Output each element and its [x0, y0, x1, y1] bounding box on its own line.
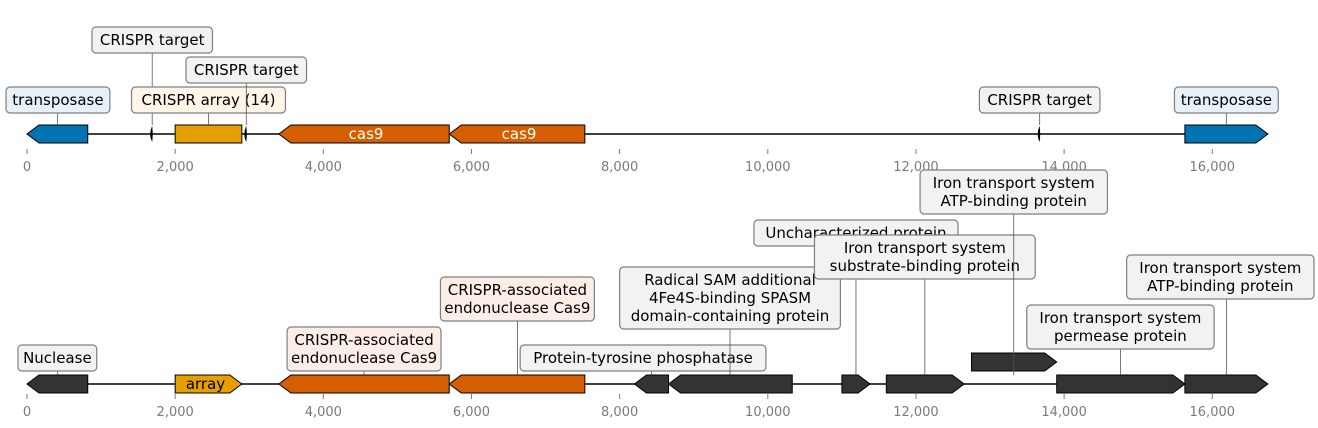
track-bottom: 0 2,000 4,000 6,000 8,000 10,000 12,000 14,000 1… — [17, 169, 1315, 420]
feature-label: CRISPR array (14) — [142, 91, 276, 109]
axis-tick-label: 4,000 — [305, 405, 342, 420]
feature-label: CRISPR target — [100, 31, 205, 49]
feature-label: domain-containing protein — [631, 307, 830, 325]
feature-label: Radical SAM additional — [644, 271, 816, 289]
label-box — [439, 276, 595, 322]
axis-tick-label: 0 — [23, 405, 31, 420]
feature-label: endonuclease Cas9 — [291, 349, 437, 367]
label-box — [619, 266, 841, 330]
feature-label: Iron transport system — [1139, 259, 1301, 277]
axis-tick-label: 10,000 — [745, 405, 791, 420]
feature-label: CRISPR-associated — [294, 331, 433, 349]
feature-label: substrate-binding protein — [830, 257, 1020, 275]
feature-label: ATP-binding protein — [941, 192, 1087, 210]
feature-arrow — [278, 124, 450, 144]
label-box — [17, 344, 98, 372]
feature-label: CRISPR target — [194, 61, 299, 79]
feature-label: permease protein — [1054, 327, 1187, 345]
feature-inner-label: cas9 — [349, 125, 384, 143]
axis-tick-label: 4,000 — [305, 160, 342, 175]
feature-label: CRISPR-associated — [448, 281, 587, 299]
feature-arrow — [26, 374, 89, 394]
feature-arrow — [174, 124, 243, 144]
label-box — [185, 56, 308, 84]
axis-tick-label: 10,000 — [745, 160, 791, 175]
target-marker — [244, 126, 247, 142]
label-box — [1026, 304, 1215, 350]
feature-arrow — [841, 374, 871, 394]
feature-arrow — [667, 374, 793, 394]
feature-label: Protein-tyrosine phosphatase — [533, 349, 753, 367]
feature-arrow — [633, 374, 670, 394]
axis-tick-label: 2,000 — [157, 405, 194, 420]
feature-label: transposase — [1181, 91, 1272, 109]
feature-arrow — [278, 374, 450, 394]
axis-tick-label: 0 — [23, 160, 31, 175]
axis-tick-label: 6,000 — [453, 160, 490, 175]
feature-arrow — [448, 374, 586, 394]
feature-label: Iron transport system — [844, 239, 1006, 257]
feature-label: transposase — [12, 91, 103, 109]
feature-arrow — [1184, 374, 1269, 394]
feature-label: Iron transport system — [933, 174, 1095, 192]
feature-arrow — [1184, 124, 1269, 144]
label-box — [978, 86, 1101, 114]
feature-label: CRISPR target — [987, 91, 1092, 109]
axis-tick-label: 16,000 — [1190, 160, 1236, 175]
target-marker — [150, 126, 153, 142]
label-box — [91, 26, 214, 54]
feature-label: Nuclease — [23, 349, 92, 367]
feature-inner-label: cas9 — [502, 125, 537, 143]
feature-arrow — [448, 124, 586, 144]
feature-arrow — [26, 124, 89, 144]
axis-tick-label: 8,000 — [601, 160, 638, 175]
feature-inner-label: array — [186, 375, 225, 393]
label-box — [919, 169, 1109, 215]
feature-label: ATP-binding protein — [1147, 277, 1293, 295]
feature-arrow — [174, 374, 243, 394]
feature-label: endonuclease Cas9 — [444, 299, 590, 317]
feature-label: Iron transport system — [1039, 309, 1201, 327]
axis-tick-label: 8,000 — [601, 405, 638, 420]
label-box — [519, 344, 767, 372]
label-box — [1173, 86, 1279, 114]
label-box — [813, 234, 1036, 280]
feature-label: 4Fe4S-binding SPASM — [649, 289, 811, 307]
feature-arrow — [885, 374, 965, 394]
label-box — [286, 326, 442, 372]
label-box — [130, 86, 287, 114]
target-marker — [1037, 126, 1041, 142]
track-top: 0 2,000 4,000 6,000 8,000 10,000 12,000 14,000 1… — [5, 26, 1279, 175]
axis-tick-label: 2,000 — [157, 160, 194, 175]
feature-arrow — [1056, 374, 1186, 394]
axis-tick-label: 16,000 — [1190, 405, 1236, 420]
axis-tick-label: 12,000 — [893, 405, 939, 420]
axis-tick-label: 14,000 — [1041, 405, 1087, 420]
axis-tick-label: 6,000 — [453, 405, 490, 420]
label-box — [5, 86, 111, 114]
label-box — [1126, 254, 1315, 300]
